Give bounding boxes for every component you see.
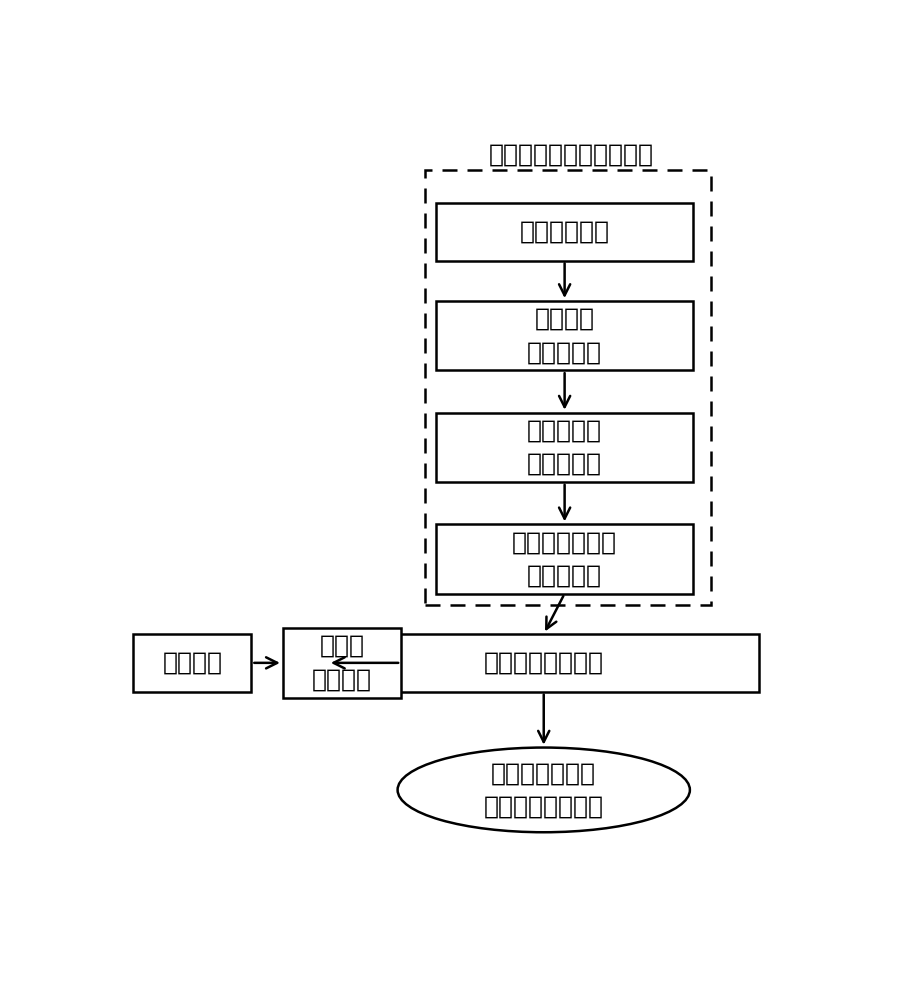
FancyBboxPatch shape (328, 634, 760, 692)
Text: 暗场图像获取: 暗场图像获取 (520, 220, 610, 244)
Text: 行方向拖曳事件
的模型分析: 行方向拖曳事件 的模型分析 (512, 530, 617, 588)
FancyBboxPatch shape (436, 301, 693, 370)
Text: 原始数据: 原始数据 (163, 651, 223, 675)
Text: 利用模型逐列修正: 利用模型逐列修正 (484, 651, 603, 675)
Text: 行方向拖曳事件的模型化: 行方向拖曳事件的模型化 (489, 143, 654, 167)
FancyBboxPatch shape (436, 203, 693, 261)
Text: 行方向拖曳现象
矫正后的观测图像: 行方向拖曳现象 矫正后的观测图像 (484, 761, 603, 819)
FancyBboxPatch shape (436, 524, 693, 594)
Text: 暗场图像
的基本处理: 暗场图像 的基本处理 (527, 307, 603, 364)
FancyBboxPatch shape (283, 628, 401, 698)
Text: 减本底
基本处理: 减本底 基本处理 (312, 634, 372, 692)
FancyBboxPatch shape (436, 413, 693, 482)
Text: 行方向拖曳
事件的提取: 行方向拖曳 事件的提取 (527, 419, 603, 476)
FancyBboxPatch shape (133, 634, 251, 692)
Ellipse shape (398, 748, 690, 832)
